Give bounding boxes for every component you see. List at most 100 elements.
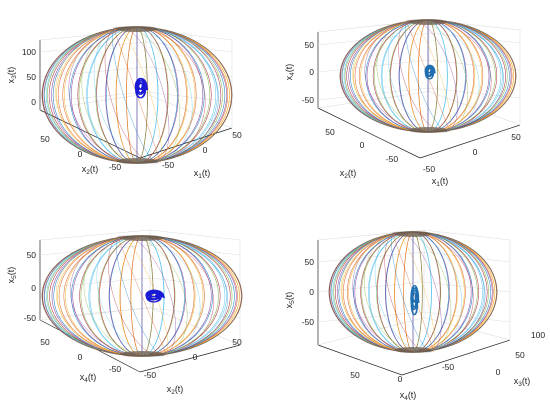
meridian xyxy=(412,231,479,353)
mesh-line xyxy=(55,26,141,164)
mesh-line xyxy=(409,231,486,353)
meridian xyxy=(136,26,229,164)
ellipsoid-mesh xyxy=(339,19,517,133)
box-edge xyxy=(149,229,241,241)
meridian xyxy=(412,231,441,353)
meridian xyxy=(126,26,138,164)
z-axis-label: x5(t) xyxy=(6,267,18,284)
pole-cap xyxy=(394,347,432,353)
meridian xyxy=(141,235,219,357)
tick-labels: 50 0 -50 50 0 -50 100 50 0 xyxy=(302,257,546,384)
meridian xyxy=(403,231,414,353)
meridian xyxy=(136,26,204,164)
meridian xyxy=(141,235,231,357)
z-tick-label: 0 xyxy=(309,67,314,77)
mesh-line xyxy=(116,26,162,164)
mesh-line xyxy=(131,235,201,357)
meridian xyxy=(358,19,429,133)
y-tick-label: -50 xyxy=(386,154,399,164)
meridian xyxy=(333,231,414,353)
meridian xyxy=(141,235,185,357)
mesh-line xyxy=(126,26,193,164)
box-edge xyxy=(39,229,151,241)
meridian xyxy=(412,231,466,353)
x-axis-line xyxy=(139,344,241,373)
y-axis-label: x4(t) xyxy=(400,390,417,402)
x-tick-label: 0 xyxy=(496,367,501,377)
mesh-line xyxy=(134,235,215,357)
meridian xyxy=(44,26,138,164)
meridian xyxy=(373,19,429,133)
meridian xyxy=(385,231,414,353)
mesh-line xyxy=(68,26,144,164)
meridian xyxy=(136,26,158,164)
meridian xyxy=(69,26,138,164)
mesh-line xyxy=(352,231,420,353)
mesh-line xyxy=(412,19,458,133)
y-axis-label: x4(t) xyxy=(80,372,97,384)
grid-line xyxy=(317,251,425,263)
meridian xyxy=(141,235,196,357)
meridian xyxy=(65,235,143,357)
meridian xyxy=(427,19,496,133)
meridian xyxy=(347,231,414,353)
meridian xyxy=(119,235,143,357)
meridian xyxy=(360,231,414,353)
meridian xyxy=(338,231,414,353)
y-tick-label: 0 xyxy=(78,149,83,159)
meridian xyxy=(51,26,138,164)
meridian xyxy=(141,235,238,357)
meridian xyxy=(141,235,205,357)
x-axis-label: x1(t) xyxy=(432,176,449,188)
z-tick-label: 50 xyxy=(305,257,315,267)
meridian xyxy=(130,235,143,357)
z-tick-label: 50 xyxy=(305,40,315,50)
grid-line xyxy=(145,66,233,78)
meridian xyxy=(417,19,429,133)
attractor-trajectory xyxy=(410,285,420,316)
meridian xyxy=(427,19,490,133)
grid-line xyxy=(423,281,511,293)
attractor-trajectory xyxy=(145,289,166,303)
meridian xyxy=(89,235,143,357)
meridian xyxy=(71,235,143,357)
meridian xyxy=(51,235,143,357)
x-tick-label: 50 xyxy=(511,132,521,142)
grid-line xyxy=(149,277,241,289)
meridian xyxy=(365,19,429,133)
meridian xyxy=(350,19,429,133)
x-tick-label: 100 xyxy=(531,330,545,340)
mesh-line xyxy=(398,19,444,133)
mesh-line xyxy=(127,235,188,357)
meridian xyxy=(115,26,138,164)
meridian xyxy=(136,26,188,164)
grid-line xyxy=(423,251,511,263)
x-tick-label: -50 xyxy=(144,370,157,380)
meridian xyxy=(412,231,488,353)
mesh-line xyxy=(376,19,438,133)
mesh-line xyxy=(108,235,160,357)
grid-line xyxy=(39,41,147,53)
meridian xyxy=(136,26,233,164)
meridian xyxy=(427,19,438,133)
meridian xyxy=(136,26,197,164)
meridian xyxy=(368,231,414,353)
z-tick-label: 0 xyxy=(31,283,36,293)
pole-cap xyxy=(120,235,164,241)
y-tick-label: -50 xyxy=(442,362,455,372)
meridian xyxy=(427,19,466,133)
meridian xyxy=(412,231,465,353)
mesh-line xyxy=(387,19,441,133)
grid-line xyxy=(145,41,233,53)
meridian xyxy=(337,231,414,353)
meridian xyxy=(427,19,517,133)
meridian xyxy=(80,235,143,357)
meridian xyxy=(136,26,212,164)
meridian xyxy=(381,19,429,133)
meridian xyxy=(348,19,429,133)
box-edge xyxy=(317,91,430,109)
meridian xyxy=(141,235,213,357)
mesh-line xyxy=(112,26,158,164)
meridian xyxy=(427,19,498,133)
meridian xyxy=(72,235,143,357)
